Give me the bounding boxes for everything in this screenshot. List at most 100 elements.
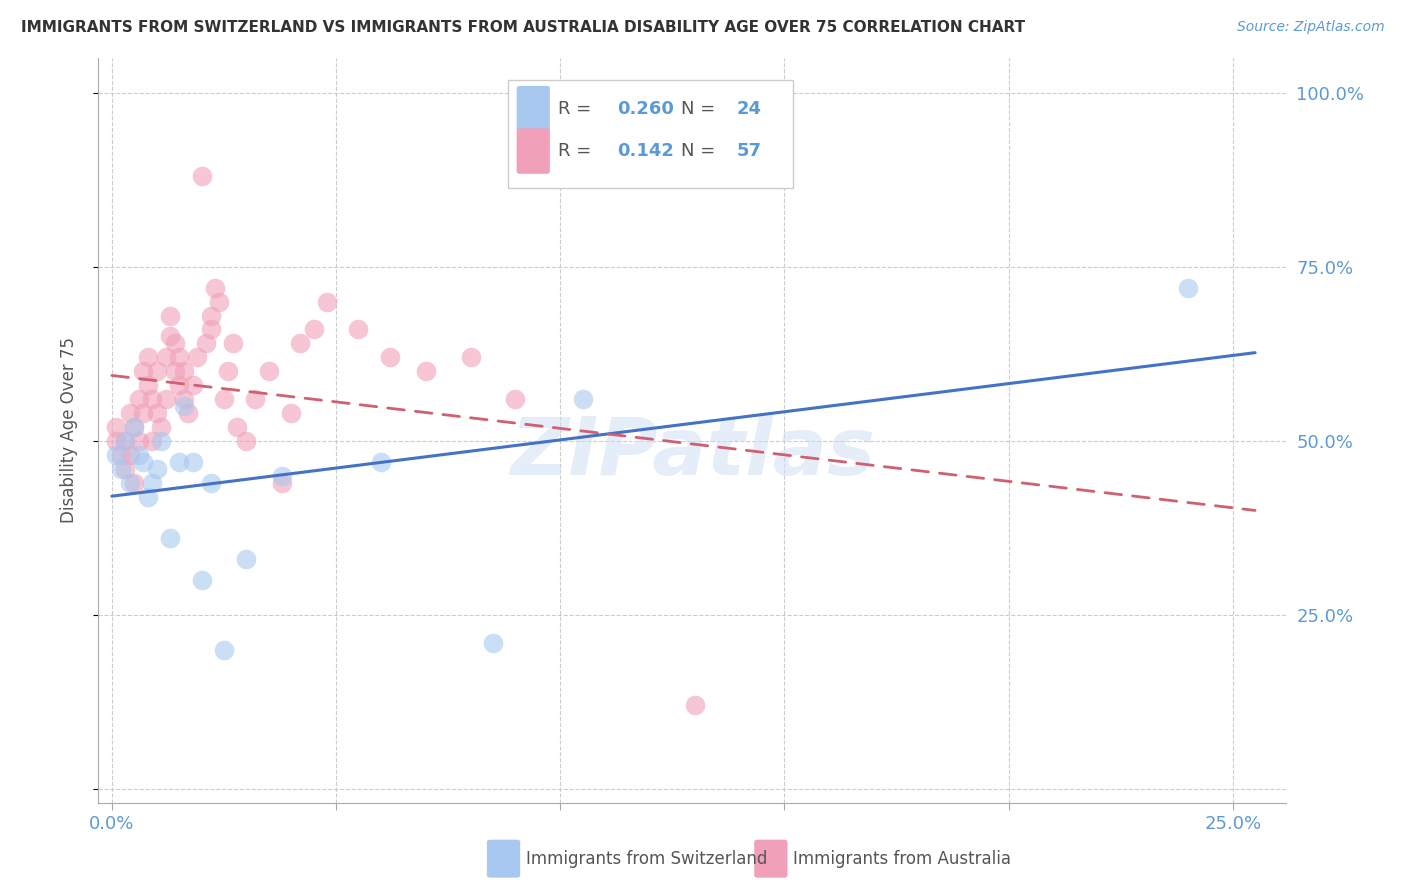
Point: [141, 392, 163, 406]
Text: N =: N =: [681, 142, 720, 160]
Text: 24: 24: [737, 100, 762, 118]
Point: [141, 475, 163, 490]
Point: [181, 455, 204, 469]
Point: [114, 434, 136, 448]
Point: [1177, 281, 1199, 295]
Point: [460, 351, 482, 365]
Point: [132, 455, 155, 469]
Point: [114, 434, 136, 448]
Text: R =: R =: [558, 142, 598, 160]
Text: 0.260: 0.260: [617, 100, 675, 118]
Point: [208, 294, 231, 309]
Point: [167, 455, 190, 469]
Point: [118, 475, 141, 490]
Text: N =: N =: [681, 100, 720, 118]
Point: [200, 322, 222, 336]
Text: Immigrants from Switzerland: Immigrants from Switzerland: [526, 850, 768, 868]
Point: [118, 406, 141, 420]
Point: [159, 329, 181, 343]
Point: [347, 322, 370, 336]
Y-axis label: Disability Age Over 75: Disability Age Over 75: [59, 337, 77, 524]
Text: ZIPatlas: ZIPatlas: [510, 414, 875, 491]
Point: [105, 420, 128, 434]
Point: [173, 364, 195, 378]
Text: IMMIGRANTS FROM SWITZERLAND VS IMMIGRANTS FROM AUSTRALIA DISABILITY AGE OVER 75 : IMMIGRANTS FROM SWITZERLAND VS IMMIGRANT…: [21, 20, 1025, 35]
Point: [212, 392, 235, 406]
Point: [378, 351, 401, 365]
Point: [173, 392, 195, 406]
Point: [163, 364, 186, 378]
Point: [145, 406, 167, 420]
Text: 0.142: 0.142: [617, 142, 675, 160]
Point: [217, 364, 239, 378]
Point: [145, 461, 167, 475]
Point: [200, 475, 222, 490]
Point: [124, 420, 146, 434]
FancyBboxPatch shape: [516, 128, 550, 174]
Point: [105, 434, 128, 448]
Point: [159, 531, 181, 545]
Point: [159, 309, 181, 323]
Point: [245, 392, 267, 406]
Point: [257, 364, 280, 378]
FancyBboxPatch shape: [509, 80, 793, 188]
Point: [114, 461, 136, 475]
Point: [177, 406, 200, 420]
Point: [195, 336, 218, 351]
Point: [280, 406, 302, 420]
FancyBboxPatch shape: [486, 839, 520, 878]
Point: [181, 378, 204, 392]
Point: [136, 351, 159, 365]
Point: [163, 336, 186, 351]
Point: [288, 336, 311, 351]
Point: [136, 378, 159, 392]
Point: [136, 490, 159, 504]
Text: Immigrants from Australia: Immigrants from Australia: [793, 850, 1011, 868]
Point: [110, 461, 132, 475]
Point: [128, 434, 150, 448]
Point: [222, 336, 245, 351]
Point: [190, 169, 212, 184]
Text: Source: ZipAtlas.com: Source: ZipAtlas.com: [1237, 20, 1385, 34]
Point: [132, 364, 155, 378]
Point: [155, 392, 177, 406]
Point: [190, 573, 212, 587]
Point: [683, 698, 706, 713]
Point: [316, 294, 339, 309]
Point: [226, 420, 249, 434]
Point: [128, 392, 150, 406]
FancyBboxPatch shape: [516, 86, 550, 131]
Point: [118, 448, 141, 462]
Point: [110, 448, 132, 462]
Point: [302, 322, 325, 336]
Point: [212, 642, 235, 657]
Point: [173, 399, 195, 413]
Point: [370, 455, 392, 469]
Point: [505, 392, 527, 406]
FancyBboxPatch shape: [754, 839, 787, 878]
Point: [128, 448, 150, 462]
Point: [132, 406, 155, 420]
Point: [150, 434, 173, 448]
Point: [141, 434, 163, 448]
Point: [145, 364, 167, 378]
Text: R =: R =: [558, 100, 598, 118]
Point: [186, 351, 208, 365]
Point: [105, 448, 128, 462]
Point: [124, 475, 146, 490]
Point: [415, 364, 437, 378]
Point: [271, 468, 294, 483]
Point: [235, 434, 257, 448]
Point: [167, 378, 190, 392]
Point: [482, 636, 505, 650]
Point: [204, 281, 226, 295]
Point: [124, 420, 146, 434]
Point: [235, 552, 257, 566]
Point: [571, 392, 593, 406]
Text: 57: 57: [737, 142, 762, 160]
Point: [155, 351, 177, 365]
Point: [271, 475, 294, 490]
Point: [150, 420, 173, 434]
Point: [167, 351, 190, 365]
Point: [200, 309, 222, 323]
